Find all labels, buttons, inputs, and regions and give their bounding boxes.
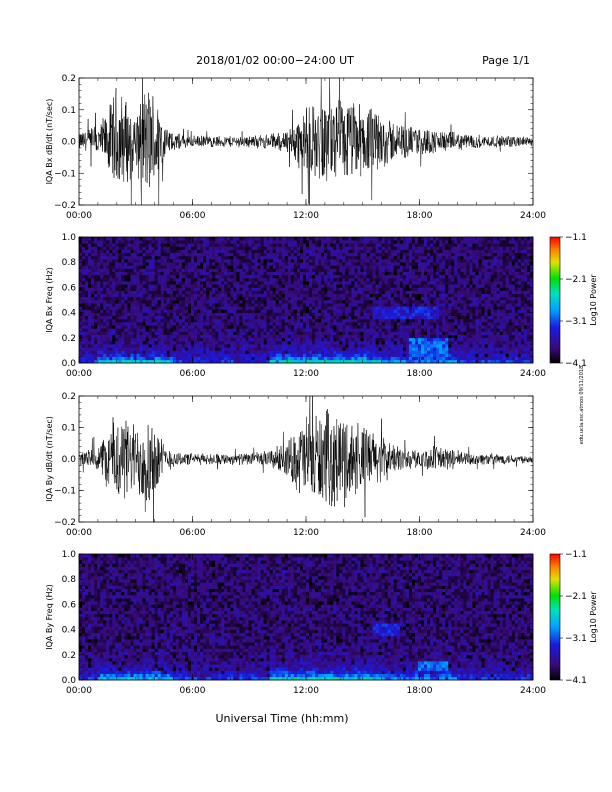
bx-spectrogram-x-tick-label: 24:00 bbox=[520, 369, 546, 379]
page-number: Page 1/1 bbox=[482, 54, 530, 67]
by-dbdt-y-tick-label: −0.1 bbox=[54, 487, 76, 497]
x-axis-label: Universal Time (hh:mm) bbox=[216, 712, 349, 725]
by-spectrogram-y-tick-label: 0.8 bbox=[62, 575, 77, 585]
bx-spectrogram-colorbar-label: Log10 Power bbox=[589, 274, 598, 326]
bx-spectrogram-x-tick-label: 00:00 bbox=[66, 369, 92, 379]
bx-dbdt-y-tick-label: −0.2 bbox=[54, 201, 76, 211]
by-spectrogram-y-tick-label: 0.4 bbox=[62, 626, 77, 636]
page-title: 2018/01/02 00:00−24:00 UT bbox=[196, 54, 354, 67]
by-dbdt-x-tick-label: 18:00 bbox=[407, 528, 433, 538]
by-dbdt-x-tick-label: 00:00 bbox=[66, 528, 92, 538]
bx-spectrogram-y-tick-label: 0.2 bbox=[62, 334, 76, 344]
bx-dbdt-y-tick-label: 0.0 bbox=[62, 138, 77, 148]
bx-spectrogram-colorbar-tick-label: −2.1 bbox=[565, 275, 587, 285]
panels: 0.20.10.0−0.1−0.200:00 06:00 12:00 18:00 24:… bbox=[45, 74, 598, 696]
bx-dbdt-y-tick-label: −0.1 bbox=[54, 169, 76, 179]
bx-spectrogram-colorbar bbox=[549, 236, 561, 364]
by-dbdt-x-tick-label: 06:00 bbox=[180, 528, 206, 538]
bx-spectrogram-y-tick-label: 0.8 bbox=[62, 258, 77, 268]
by-dbdt-y-tick-label: −0.2 bbox=[54, 518, 76, 528]
bx-dbdt-trace bbox=[79, 78, 533, 205]
by-spectrogram-x-tick-label: 06:00 bbox=[180, 686, 206, 696]
bx-spectrogram-colorbar-tick-label: −3.1 bbox=[565, 317, 587, 327]
by-spectrogram-x-tick-label: 12:00 bbox=[293, 686, 319, 696]
by-dbdt-x-tick-label: 12:00 bbox=[293, 528, 319, 538]
by-dbdt-y-tick-label: 0.1 bbox=[62, 424, 76, 434]
by-dbdt-y-axis-label: IQA By dB/dt (nT/sec) bbox=[45, 416, 54, 502]
by-dbdt-trace bbox=[79, 396, 533, 522]
bx-spectrogram-y-tick-label: 0.0 bbox=[62, 359, 77, 369]
by-spectrogram-colorbar-label: Log10 Power bbox=[589, 591, 598, 643]
bx-dbdt-x-tick-label: 18:00 bbox=[407, 211, 433, 221]
by-spectrogram-colorbar-tick-label: −3.1 bbox=[565, 634, 587, 644]
bx-spectrogram-cells bbox=[79, 237, 534, 364]
bx-dbdt-y-axis-label: IQA Bx dB/dt (nT/sec) bbox=[45, 99, 54, 185]
by-spectrogram-cells bbox=[79, 554, 534, 681]
bx-spectrogram-x-tick-label: 12:00 bbox=[293, 369, 319, 379]
by-dbdt-y-tick-label: 0.0 bbox=[62, 455, 77, 465]
bx-spectrogram-y-tick-label: 0.4 bbox=[62, 309, 77, 319]
bx-dbdt-x-tick-label: 06:00 bbox=[180, 211, 206, 221]
by-spectrogram-colorbar-tick-label: −2.1 bbox=[565, 592, 587, 602]
by-spectrogram-y-tick-label: 0.2 bbox=[62, 651, 76, 661]
bx-dbdt-x-tick-label: 00:00 bbox=[66, 211, 92, 221]
by-spectrogram-y-tick-label: 1.0 bbox=[62, 550, 77, 560]
bx-spectrogram-y-axis-label: IQA Bx Freq (Hz) bbox=[45, 267, 54, 333]
by-spectrogram-colorbar-tick-label: −4.1 bbox=[565, 676, 587, 686]
bx-dbdt-x-tick-label: 24:00 bbox=[520, 211, 546, 221]
bx-spectrogram-x-tick-label: 06:00 bbox=[180, 369, 206, 379]
by-spectrogram-y-tick-label: 0.6 bbox=[62, 600, 77, 610]
by-dbdt-y-tick-label: 0.2 bbox=[62, 392, 76, 402]
bx-spectrogram-colorbar-tick-label: −1.1 bbox=[565, 233, 587, 243]
bx-dbdt-y-tick-label: 0.2 bbox=[62, 74, 76, 84]
bx-spectrogram-y-tick-label: 1.0 bbox=[62, 233, 77, 243]
by-spectrogram-colorbar-tick-label: −1.1 bbox=[565, 550, 587, 560]
by-spectrogram-x-tick-label: 24:00 bbox=[520, 686, 546, 696]
bx-dbdt-y-tick-label: 0.1 bbox=[62, 106, 76, 116]
side-note: edu.ucla.ssc.atmos 09/11/2018 bbox=[579, 366, 585, 444]
by-spectrogram-colorbar bbox=[549, 553, 561, 681]
by-spectrogram-y-axis-label: IQA By Freq (Hz) bbox=[45, 584, 54, 650]
by-spectrogram-x-tick-label: 18:00 bbox=[407, 686, 433, 696]
bx-spectrogram-colorbar-tick-label: −4.1 bbox=[565, 359, 587, 369]
bx-spectrogram-x-tick-label: 18:00 bbox=[407, 369, 433, 379]
by-spectrogram-y-tick-label: 0.0 bbox=[62, 676, 77, 686]
bx-dbdt-x-tick-label: 12:00 bbox=[293, 211, 319, 221]
by-dbdt-x-tick-label: 24:00 bbox=[520, 528, 546, 538]
bx-spectrogram-y-tick-label: 0.6 bbox=[62, 283, 77, 293]
by-spectrogram-x-tick-label: 00:00 bbox=[66, 686, 92, 696]
